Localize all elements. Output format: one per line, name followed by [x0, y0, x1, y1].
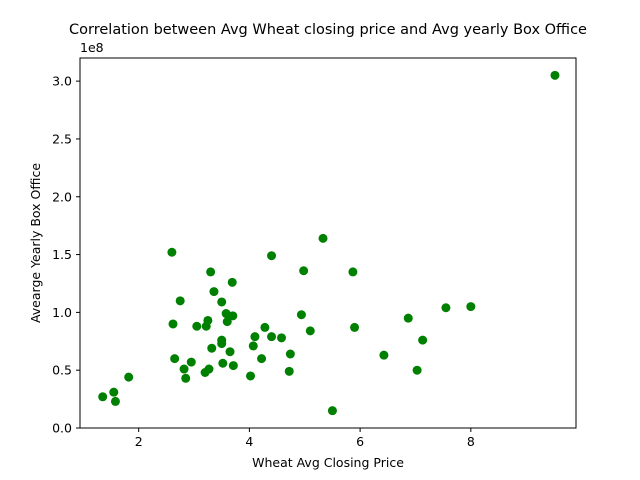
data-point	[412, 365, 422, 375]
data-point	[403, 313, 413, 323]
data-point	[248, 341, 258, 351]
data-point	[299, 266, 309, 276]
y-tick-label: 1.0	[52, 305, 72, 320]
data-point	[227, 277, 237, 287]
data-point	[218, 358, 228, 368]
y-tick-label: 1.5	[52, 247, 72, 262]
data-point	[296, 310, 306, 320]
data-point	[209, 287, 219, 297]
data-point	[217, 297, 227, 307]
data-point	[228, 311, 238, 321]
y-offset-label: 1e8	[80, 40, 104, 55]
y-tick-label: 2.0	[52, 189, 72, 204]
data-point	[418, 335, 428, 345]
data-point	[175, 296, 185, 306]
chart-title: Correlation between Avg Wheat closing pr…	[69, 22, 587, 38]
data-point	[217, 339, 227, 349]
data-point	[327, 406, 337, 416]
data-point	[305, 326, 315, 336]
x-tick-label: 8	[467, 434, 475, 449]
data-point	[350, 322, 360, 332]
x-axis-label: Wheat Avg Closing Price	[252, 455, 404, 470]
y-axis-ticks: 0.0 0.5 1.0 1.5 2.0 2.5 3.0	[52, 74, 80, 436]
y-axis-label: Avearge Yearly Box Office	[28, 163, 43, 323]
data-points	[98, 70, 560, 416]
data-point	[168, 319, 178, 329]
data-point	[379, 350, 389, 360]
data-point	[109, 387, 119, 397]
data-point	[98, 392, 108, 402]
data-point	[260, 322, 270, 332]
data-point	[170, 354, 180, 364]
data-point	[285, 349, 295, 359]
y-tick-label: 0.5	[52, 363, 72, 378]
x-tick-label: 6	[356, 434, 364, 449]
plot-frame	[79, 57, 577, 429]
data-point	[466, 302, 476, 312]
data-point	[110, 396, 120, 406]
data-point	[267, 332, 277, 342]
data-point	[250, 332, 260, 342]
data-point	[257, 354, 267, 364]
y-tick-label: 3.0	[52, 74, 72, 89]
data-point	[228, 361, 238, 371]
data-point	[222, 317, 232, 327]
data-point	[192, 321, 202, 331]
data-point	[124, 372, 134, 382]
data-point	[348, 267, 358, 277]
data-point	[267, 251, 277, 261]
data-point	[284, 366, 294, 376]
data-point	[206, 267, 216, 277]
data-point	[179, 364, 189, 374]
x-tick-label: 2	[135, 434, 143, 449]
data-point	[186, 357, 196, 367]
data-point	[181, 373, 191, 383]
data-point	[225, 347, 235, 357]
x-tick-label: 4	[245, 434, 253, 449]
data-point	[550, 70, 560, 80]
y-tick-label: 0.0	[52, 421, 72, 436]
data-point	[277, 333, 286, 343]
data-point	[207, 343, 217, 353]
data-point	[204, 364, 214, 374]
data-point	[167, 247, 177, 257]
data-point	[246, 371, 255, 381]
data-point	[441, 303, 451, 313]
data-point	[318, 233, 328, 243]
y-tick-label: 2.5	[52, 131, 72, 146]
data-point	[203, 315, 213, 325]
x-axis-ticks: 2 4 6 8	[135, 428, 475, 449]
